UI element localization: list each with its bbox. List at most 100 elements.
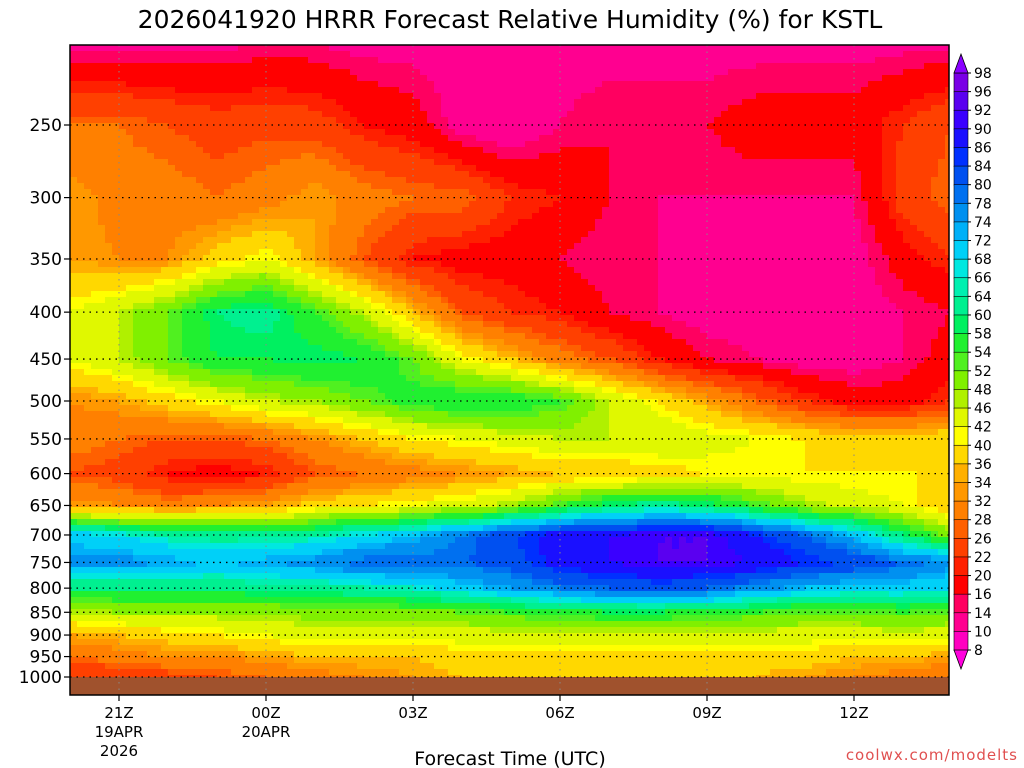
rh-cell (749, 177, 757, 184)
rh-cell (98, 153, 106, 160)
rh-cell (518, 87, 526, 94)
rh-cell (504, 165, 512, 172)
rh-cell (903, 51, 911, 58)
rh-cell (140, 261, 148, 268)
rh-cell (812, 159, 820, 166)
rh-cell (840, 123, 848, 130)
rh-cell (644, 75, 652, 82)
rh-cell (553, 219, 561, 226)
rh-cell (518, 99, 526, 106)
rh-cell (294, 171, 302, 178)
rh-cell (700, 177, 708, 184)
rh-cell (532, 99, 540, 106)
rh-cell (329, 201, 337, 208)
rh-cell (728, 105, 736, 112)
rh-cell (910, 105, 918, 112)
rh-cell (392, 261, 400, 268)
rh-cell (539, 141, 547, 148)
rh-cell (518, 51, 526, 58)
rh-cell (133, 219, 141, 226)
rh-cell (406, 87, 414, 94)
rh-cell (945, 231, 949, 238)
rh-cell (392, 111, 400, 118)
rh-cell (497, 135, 505, 142)
rh-cell (266, 117, 274, 124)
rh-cell (735, 165, 743, 172)
rh-cell (588, 63, 596, 70)
rh-cell (889, 225, 897, 232)
rh-cell (714, 261, 722, 268)
rh-cell (434, 195, 442, 202)
rh-cell (413, 261, 421, 268)
rh-cell (476, 183, 484, 190)
rh-cell (343, 93, 351, 100)
rh-cell (707, 195, 715, 202)
rh-cell (777, 207, 785, 214)
rh-cell (686, 183, 694, 190)
rh-cell (392, 165, 400, 172)
rh-cell (245, 255, 253, 262)
rh-cell (441, 243, 449, 250)
rh-cell (84, 243, 92, 250)
rh-cell (168, 141, 176, 148)
rh-cell (574, 99, 582, 106)
rh-cell (231, 219, 239, 226)
rh-cell (364, 153, 372, 160)
rh-cell (490, 267, 498, 274)
rh-cell (245, 249, 253, 256)
rh-cell (707, 153, 715, 160)
rh-cell (182, 261, 190, 268)
rh-cell (805, 201, 813, 208)
rh-cell (420, 219, 428, 226)
rh-cell (434, 51, 442, 58)
rh-cell (112, 57, 120, 64)
rh-cell (483, 57, 491, 64)
rh-cell (525, 165, 533, 172)
rh-cell (476, 225, 484, 232)
rh-cell (343, 273, 351, 280)
rh-cell (756, 225, 764, 232)
rh-cell (875, 267, 883, 274)
rh-cell (714, 153, 722, 160)
rh-cell (105, 177, 113, 184)
rh-cell (742, 177, 750, 184)
rh-cell (805, 117, 813, 124)
rh-cell (511, 201, 519, 208)
rh-cell (833, 195, 841, 202)
rh-cell (315, 147, 323, 154)
rh-cell (217, 141, 225, 148)
rh-cell (294, 129, 302, 136)
rh-cell (427, 249, 435, 256)
rh-cell (784, 189, 792, 196)
rh-cell (714, 189, 722, 196)
rh-cell (840, 273, 848, 280)
rh-cell (126, 117, 134, 124)
rh-cell (448, 177, 456, 184)
rh-cell (826, 159, 834, 166)
rh-cell (420, 273, 428, 280)
rh-cell (287, 51, 295, 58)
rh-cell (399, 159, 407, 166)
rh-cell (77, 99, 85, 106)
rh-cell (140, 105, 148, 112)
rh-cell (602, 93, 610, 100)
rh-cell (840, 45, 848, 52)
rh-cell (623, 207, 631, 214)
rh-cell (651, 213, 659, 220)
rh-cell (161, 177, 169, 184)
rh-cell (644, 171, 652, 178)
rh-cell (910, 57, 918, 64)
rh-cell (203, 99, 211, 106)
rh-cell (693, 225, 701, 232)
rh-cell (910, 231, 918, 238)
rh-cell (350, 237, 358, 244)
rh-cell (455, 123, 463, 130)
rh-cell (644, 93, 652, 100)
rh-cell (588, 273, 596, 280)
rh-cell (350, 123, 358, 130)
rh-cell (616, 243, 624, 250)
rh-cell (917, 111, 925, 118)
rh-cell (623, 261, 631, 268)
rh-cell (707, 219, 715, 226)
rh-cell (672, 147, 680, 154)
